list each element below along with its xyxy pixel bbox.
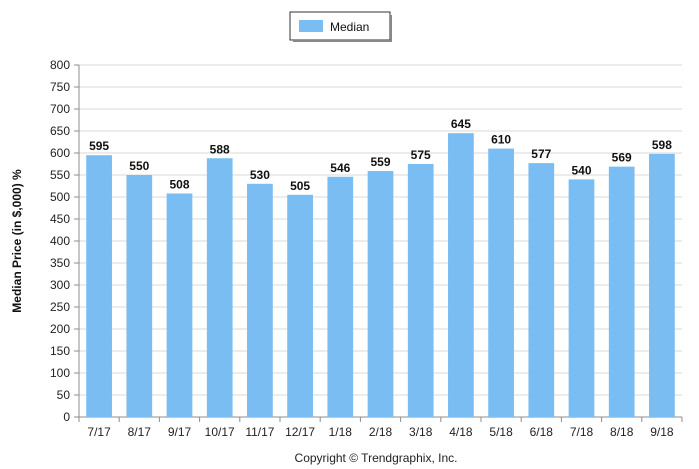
x-tick-label: 11/17 <box>245 425 274 439</box>
bar <box>649 153 675 417</box>
legend-shadow-bottom <box>293 40 392 42</box>
bar-value-label: 546 <box>330 161 350 175</box>
y-tick-label: 650 <box>50 124 70 138</box>
bar-value-label: 588 <box>210 142 230 156</box>
y-tick-label: 500 <box>50 190 70 204</box>
y-tick-label: 350 <box>50 256 70 270</box>
bar-value-label: 577 <box>531 147 551 161</box>
x-tick-label: 1/18 <box>329 425 353 439</box>
x-tick-label: 2/18 <box>369 425 393 439</box>
y-tick-label: 550 <box>50 168 70 182</box>
legend-swatch <box>299 20 323 32</box>
bar-value-label: 530 <box>250 168 270 182</box>
bar-value-label: 569 <box>612 151 632 165</box>
x-tick-label: 12/17 <box>285 425 315 439</box>
x-tick-label: 6/18 <box>530 425 554 439</box>
bar-value-label: 508 <box>169 177 189 191</box>
bar <box>327 176 354 417</box>
legend: Median <box>289 11 392 42</box>
bars <box>86 133 675 417</box>
y-tick-label: 100 <box>50 366 70 380</box>
y-tick-label: 450 <box>50 212 70 226</box>
x-tick-label: 9/17 <box>168 425 192 439</box>
bar <box>206 158 233 417</box>
bar <box>287 194 313 417</box>
bar-value-label: 540 <box>571 163 591 177</box>
y-tick-label: 400 <box>50 234 70 248</box>
bar <box>608 166 635 417</box>
y-tick-label: 700 <box>50 102 70 116</box>
bar <box>86 155 112 417</box>
bar <box>407 164 434 417</box>
y-tick-label: 250 <box>50 300 70 314</box>
x-tick-label: 7/18 <box>570 425 594 439</box>
y-tick-label: 600 <box>50 146 70 160</box>
bar <box>568 179 595 417</box>
y-tick-label: 150 <box>50 344 70 358</box>
x-tick-label: 10/17 <box>205 425 235 439</box>
bar-value-label: 645 <box>451 117 471 131</box>
x-tick-label: 8/18 <box>610 425 634 439</box>
bar-value-label: 595 <box>89 139 109 153</box>
bar-value-label: 505 <box>290 179 310 193</box>
bar <box>166 193 193 417</box>
bar-value-label: 550 <box>129 159 149 173</box>
y-tick-label: 300 <box>50 278 70 292</box>
x-tick-label: 4/18 <box>449 425 473 439</box>
y-axis-title: Median Price (in $,000) % <box>10 169 24 313</box>
bar-value-label: 559 <box>370 155 390 169</box>
legend-label: Median <box>330 20 369 34</box>
bar-value-label: 598 <box>652 138 672 152</box>
bar <box>448 133 474 417</box>
y-tick-label: 800 <box>50 58 70 72</box>
y-tick-label: 50 <box>57 388 71 402</box>
x-tick-label: 8/17 <box>128 425 152 439</box>
x-tick-label: 9/18 <box>650 425 674 439</box>
legend-shadow <box>390 15 392 42</box>
bar <box>247 183 273 417</box>
x-tick-label: 3/18 <box>409 425 433 439</box>
bar <box>488 148 514 417</box>
bar-value-label: 575 <box>411 148 431 162</box>
y-tick-label: 750 <box>50 80 70 94</box>
data-labels: 595 550 508 588 530 505 546 559 575 645 610 577 540 5… <box>89 117 672 193</box>
bar <box>528 163 555 417</box>
copyright-text: Copyright © Trendgraphix, Inc. <box>295 451 458 465</box>
y-tick-label: 0 <box>63 410 70 424</box>
bar <box>367 171 394 417</box>
y-tick-label: 200 <box>50 322 70 336</box>
x-tick-label: 7/17 <box>87 425 111 439</box>
bar <box>126 175 153 417</box>
bar-value-label: 610 <box>491 133 511 147</box>
x-tick-label: 5/18 <box>489 425 513 439</box>
